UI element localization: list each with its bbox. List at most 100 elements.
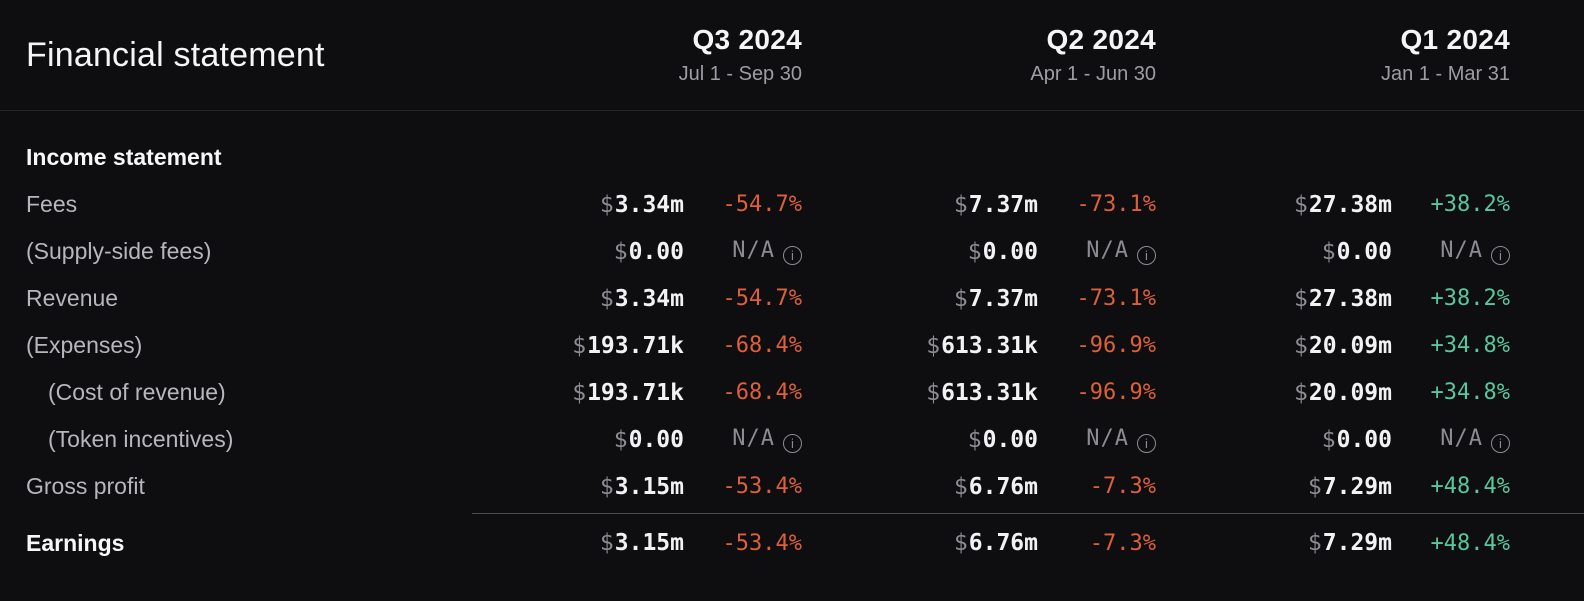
value-cell: $193.71k [472, 380, 684, 406]
quarter-header-q2-2024: Q2 2024 Apr 1 - Jun 30 [802, 24, 1156, 86]
currency-symbol: $ [926, 332, 941, 359]
change-value: -53.4% [722, 530, 802, 556]
value-cell: $0.00 [1156, 427, 1392, 453]
change-cell: -54.7% [684, 192, 802, 217]
page-title: Financial statement [26, 35, 325, 74]
table-row-gross-profit: Gross profit $3.15m -53.4% $6.76m -7.3% $7.29… [0, 463, 1584, 510]
table-row-expenses: (Expenses) $193.71k -68.4% $613.31k -96.9% $2… [0, 322, 1584, 369]
change-value: N/A [732, 238, 775, 263]
change-cell: -54.7% [684, 286, 802, 311]
currency-symbol: $ [953, 191, 968, 218]
change-value: -96.9% [1076, 333, 1156, 358]
currency-symbol: $ [967, 238, 982, 265]
section-title: Income statement [26, 144, 222, 170]
currency-symbol: $ [572, 332, 587, 359]
info-icon[interactable]: i [783, 246, 802, 265]
change-cell: -7.3% [1038, 474, 1156, 499]
table-body: Fees $3.34m -54.7% $7.37m -73.1% $27.38m +38.2… [0, 181, 1584, 572]
value-cell: $0.00 [1156, 239, 1392, 265]
value-cell: $20.09m [1156, 333, 1392, 359]
change-value: +38.2% [1430, 286, 1510, 311]
change-cell: +34.8% [1392, 380, 1510, 405]
quarter-date-range: Jul 1 - Sep 30 [678, 63, 802, 85]
amount-value: 0.00 [982, 238, 1038, 265]
currency-symbol: $ [599, 285, 614, 312]
change-value: -68.4% [722, 333, 802, 358]
currency-symbol: $ [1307, 530, 1322, 556]
row-label: Earnings [26, 529, 125, 556]
table-row-revenue: Revenue $3.34m -54.7% $7.37m -73.1% $27.38m +3… [0, 275, 1584, 322]
change-cell: -68.4% [684, 380, 802, 405]
change-value: -54.7% [722, 286, 802, 311]
table-row-cost-of-revenue: (Cost of revenue) $193.71k -68.4% $613.31k -… [0, 369, 1584, 416]
amount-value: 27.38m [1308, 285, 1392, 312]
value-cell: $6.76m [802, 530, 1038, 556]
value-cell: $3.15m [472, 474, 684, 500]
amount-value: 20.09m [1308, 379, 1392, 406]
amount-value: 20.09m [1308, 332, 1392, 359]
amount-value: 3.34m [614, 285, 684, 312]
amount-value: 7.37m [968, 285, 1038, 312]
change-value: -73.1% [1076, 286, 1156, 311]
change-value: -68.4% [722, 380, 802, 405]
change-cell: N/A i [684, 426, 802, 453]
currency-symbol: $ [953, 473, 968, 500]
change-cell: N/A i [1392, 238, 1510, 265]
change-value: -96.9% [1076, 380, 1156, 405]
info-icon[interactable]: i [783, 434, 802, 453]
amount-value: 193.71k [587, 332, 684, 359]
table-row-fees: Fees $3.34m -54.7% $7.37m -73.1% $27.38m +38.2… [0, 181, 1584, 228]
info-icon[interactable]: i [1491, 434, 1510, 453]
section-row-income-statement: Income statement [0, 134, 1584, 181]
change-value: +34.8% [1430, 380, 1510, 405]
quarter-label: Q3 2024 [692, 24, 802, 55]
table-row-token-incentives: (Token incentives) $0.00 N/A i $0.00 N/A i $0.0… [0, 416, 1584, 463]
income-statement-table: Income statement Fees $3.34m -54.7% $7.37m -… [0, 111, 1584, 572]
quarter-date-range: Apr 1 - Jun 30 [1030, 63, 1156, 85]
amount-value: 3.15m [614, 473, 684, 500]
change-cell: -96.9% [1038, 333, 1156, 358]
amount-value: 193.71k [587, 379, 684, 406]
financial-statement-panel: Financial statement Q3 2024 Jul 1 - Sep 3… [0, 24, 1584, 572]
change-value: -73.1% [1076, 192, 1156, 217]
change-cell: N/A i [1392, 426, 1510, 453]
change-cell: +38.2% [1392, 192, 1510, 217]
currency-symbol: $ [1321, 426, 1336, 453]
amount-value: 3.34m [614, 191, 684, 218]
value-cell: $7.29m [1156, 530, 1392, 556]
quarter-date-range: Jan 1 - Mar 31 [1381, 63, 1510, 85]
row-label: (Expenses) [26, 332, 143, 358]
info-icon[interactable]: i [1137, 246, 1156, 265]
amount-value: 27.38m [1308, 191, 1392, 218]
quarter-header-q3-2024: Q3 2024 Jul 1 - Sep 30 [472, 24, 802, 86]
value-cell: $3.34m [472, 286, 684, 312]
change-value: N/A [1086, 238, 1129, 263]
change-cell: -68.4% [684, 333, 802, 358]
value-cell: $7.37m [802, 192, 1038, 218]
amount-value: 7.29m [1322, 530, 1392, 556]
currency-symbol: $ [1307, 473, 1322, 500]
amount-value: 613.31k [941, 379, 1038, 406]
change-value: -7.3% [1089, 530, 1156, 556]
change-value: N/A [1440, 426, 1483, 451]
change-value: N/A [1440, 238, 1483, 263]
currency-symbol: $ [1321, 238, 1336, 265]
value-cell: $27.38m [1156, 192, 1392, 218]
value-cell: $7.29m [1156, 474, 1392, 500]
currency-symbol: $ [572, 379, 587, 406]
change-value: +48.4% [1430, 530, 1510, 556]
amount-value: 7.37m [968, 191, 1038, 218]
currency-symbol: $ [1294, 191, 1308, 218]
info-icon[interactable]: i [1137, 434, 1156, 453]
info-icon[interactable]: i [1491, 246, 1510, 265]
change-cell: +34.8% [1392, 333, 1510, 358]
currency-symbol: $ [599, 530, 614, 556]
currency-symbol: $ [599, 191, 614, 218]
change-value: +34.8% [1430, 333, 1510, 358]
change-value: -53.4% [722, 474, 802, 499]
currency-symbol: $ [1294, 332, 1308, 359]
change-cell: +48.4% [1392, 474, 1510, 499]
row-label: Gross profit [26, 473, 145, 499]
value-cell: $613.31k [802, 333, 1038, 359]
change-value: N/A [1086, 426, 1129, 451]
